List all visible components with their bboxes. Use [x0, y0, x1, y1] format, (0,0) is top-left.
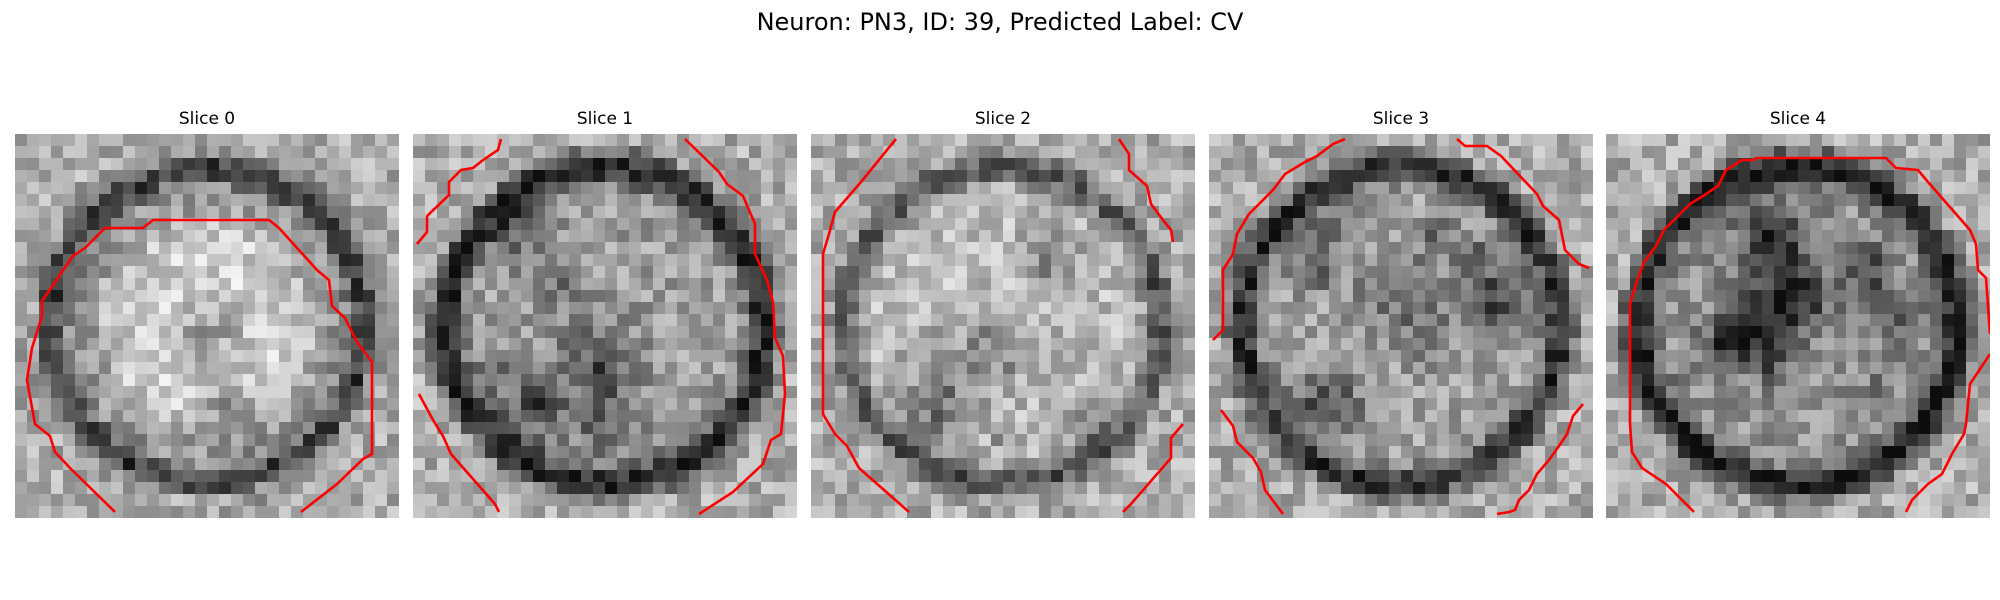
contour-segment	[1496, 403, 1584, 516]
slice-title: Slice 2	[974, 109, 1032, 129]
slice-image	[1209, 134, 1593, 518]
contour-segment	[417, 393, 501, 513]
slice-panel-3: Slice 3	[1209, 108, 1593, 518]
slice-image	[413, 134, 797, 518]
pixel-grid	[811, 134, 1195, 518]
slice-title: Slice 1	[576, 109, 634, 129]
contour-segment	[1628, 156, 1990, 513]
slice-image	[15, 134, 399, 518]
pixel-grid	[1209, 134, 1593, 518]
pixel-grid	[413, 134, 797, 518]
contour-segment	[684, 138, 787, 516]
pixel-grid	[15, 134, 399, 518]
pixel-grid	[1606, 134, 1990, 518]
contour-segment	[1904, 353, 1990, 513]
figure-title: Neuron: PN3, ID: 39, Predicted Label: CV	[756, 8, 1244, 36]
slice-title: Slice 4	[1769, 109, 1827, 129]
slice-panel-2: Slice 2	[811, 108, 1195, 518]
slice-title: Slice 0	[178, 109, 236, 129]
slice-panel-4: Slice 4	[1606, 108, 1990, 518]
contour-segment	[416, 138, 503, 245]
contour-segment	[821, 138, 910, 513]
contour-segment	[1219, 409, 1285, 515]
slice-image	[1606, 134, 1990, 518]
slice-title: Slice 3	[1372, 109, 1430, 129]
slice-panel-1: Slice 1	[413, 108, 797, 518]
contour-segment	[1122, 423, 1184, 513]
contour-segment	[25, 218, 374, 514]
contour-segment	[1456, 138, 1590, 270]
contour-segment	[1117, 138, 1175, 243]
contour-segment	[1212, 137, 1346, 341]
slice-image	[811, 134, 1195, 518]
slice-panel-0: Slice 0	[15, 108, 399, 518]
